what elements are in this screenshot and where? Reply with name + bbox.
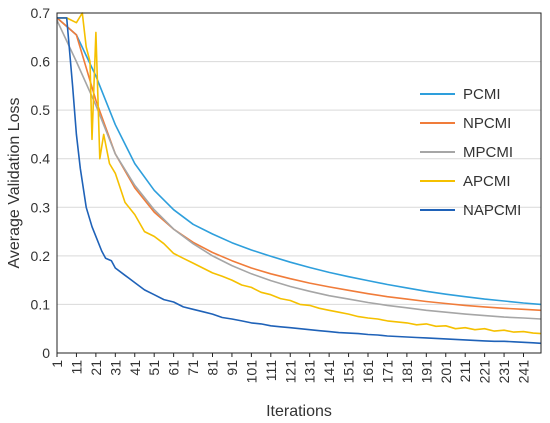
- x-tick-label: 81: [205, 360, 221, 376]
- x-tick-label: 31: [107, 360, 123, 376]
- x-tick-label: 211: [457, 360, 473, 383]
- x-tick-label: 201: [438, 360, 454, 384]
- legend-label-apcmi: APCMI: [463, 173, 511, 190]
- y-tick-label: 0.1: [31, 296, 51, 312]
- x-tick-label: 191: [418, 360, 434, 384]
- x-tick-label: 171: [379, 360, 395, 384]
- legend-label-mpcmi: MPCMI: [463, 144, 513, 161]
- y-axis-ticks: 0 0.1 0.2 0.3 0.4 0.5 0.6 0.7: [31, 5, 51, 361]
- legend-label-npcmi: NPCMI: [463, 115, 511, 132]
- y-tick-label: 0.6: [31, 54, 51, 70]
- series-line-mpcmi: [56, 19, 542, 320]
- x-axis-title: Iterations: [266, 403, 332, 420]
- y-axis-title: Average Validation Loss: [6, 97, 23, 268]
- series-line-pcmi: [56, 17, 542, 306]
- x-tick-label: 1: [49, 360, 65, 368]
- y-tick-label: 0.7: [31, 5, 51, 21]
- x-tick-label: 141: [321, 360, 337, 384]
- x-tick-label: 151: [341, 360, 357, 384]
- plot-frame: [56, 12, 542, 354]
- x-tick-label: 231: [496, 360, 512, 384]
- x-tick-label: 91: [224, 360, 240, 376]
- legend-label-pcmi: PCMI: [463, 86, 501, 103]
- y-tick-label: 0.5: [31, 102, 51, 118]
- x-tick-label: 61: [166, 360, 182, 376]
- y-tick-label: 0.2: [31, 248, 51, 264]
- x-axis-ticks: 1 11 21 31 41 51 61 71 81 91 101 111 121 131 141 151 161…: [49, 353, 532, 383]
- legend-label-napcmi: NAPCMI: [463, 202, 521, 219]
- x-tick-label: 51: [146, 360, 162, 376]
- x-tick-label: 21: [88, 360, 104, 376]
- x-tick-label: 41: [127, 360, 143, 376]
- x-tick-label: 121: [282, 360, 298, 384]
- x-tick-label: 111: [263, 360, 279, 381]
- x-tick-label: 11: [68, 360, 84, 375]
- x-tick-label: 181: [399, 360, 415, 384]
- y-tick-label: 0.3: [31, 199, 51, 215]
- series-line-npcmi: [56, 17, 542, 312]
- y-tick-label: 0.4: [31, 151, 51, 167]
- y-tick-label: 0: [42, 345, 50, 361]
- x-tick-label: 161: [360, 360, 376, 384]
- x-tick-label: 221: [477, 360, 493, 384]
- x-tick-label: 71: [185, 360, 201, 376]
- x-tick-label: 131: [302, 360, 318, 384]
- series-lines: [56, 12, 542, 345]
- legend: PCMI NPCMI MPCMI APCMI NAPCMI: [420, 86, 521, 219]
- x-tick-label: 241: [516, 360, 532, 384]
- series-line-napcmi: [57, 17, 542, 345]
- series-line-apcmi: [57, 12, 542, 335]
- x-tick-label: 101: [243, 360, 259, 384]
